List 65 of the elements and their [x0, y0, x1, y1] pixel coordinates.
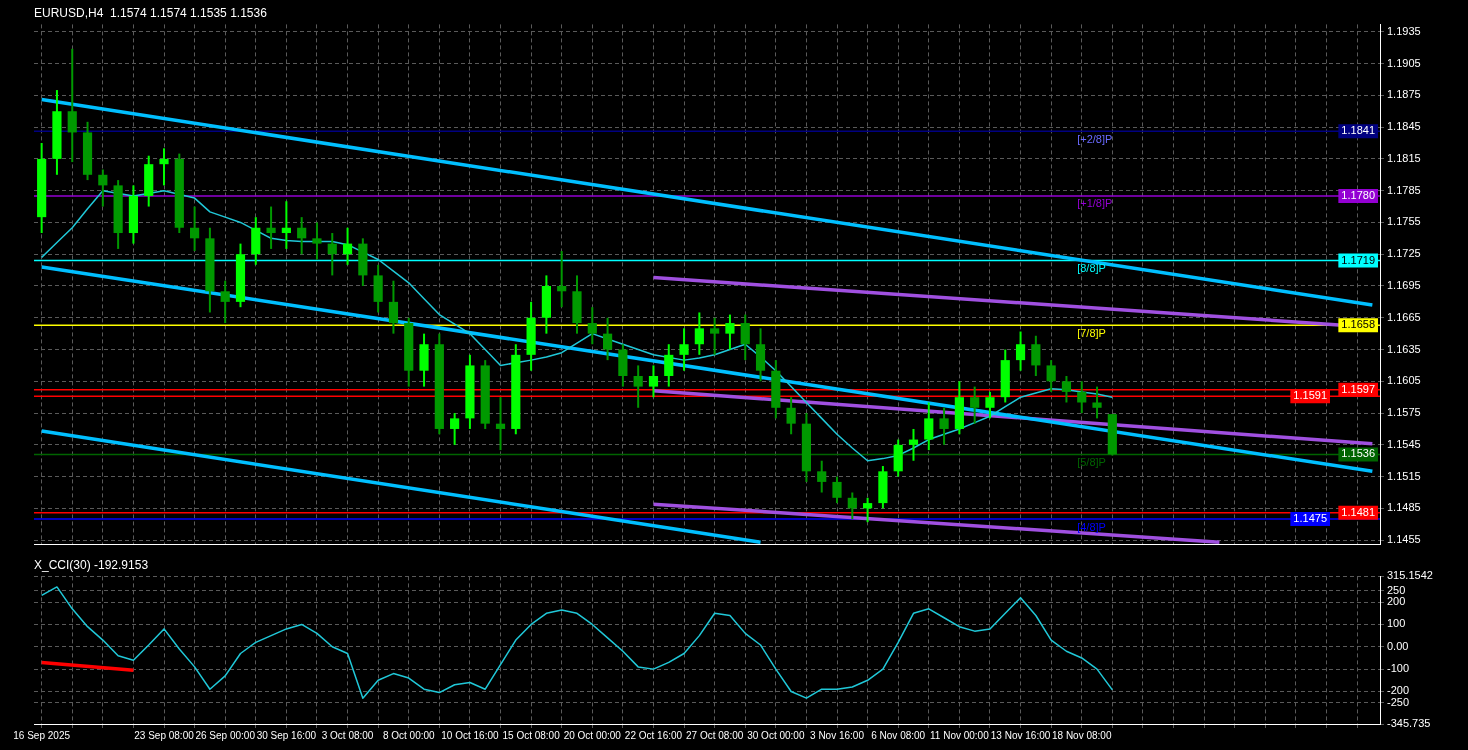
ref-line-label: 1.1591	[1293, 389, 1328, 402]
y-tick-label: 1.1905	[1387, 56, 1421, 69]
y-tick-label: 1.1575	[1387, 406, 1421, 419]
ref-line-label: 1.1780	[1341, 189, 1376, 201]
y-tick-label: -200	[1387, 684, 1410, 697]
chart-title: EURUSD,H4 1.1574 1.1574 1.1535 1.1536	[34, 5, 268, 20]
x-tick-label: 27 Oct 08:00	[686, 729, 744, 741]
ref-line-label: 1.1536	[1341, 447, 1376, 460]
x-tick-label: 3 Nov 16:00	[810, 729, 865, 741]
y-tick-label: 1.1845	[1387, 120, 1421, 133]
annotation: [7/8]P	[1077, 326, 1106, 339]
y-tick-label: 100	[1387, 617, 1406, 630]
ref-line-label: 1.1481	[1341, 505, 1376, 518]
candlestick	[1092, 385, 1102, 420]
x-tick-label: 13 Nov 16:00	[990, 729, 1051, 741]
y-tick-label: 1.1545	[1387, 437, 1421, 450]
x-tick-label: 11 Nov 00:00	[930, 729, 990, 741]
candlestick	[679, 327, 689, 372]
annotation: [8/8]P	[1077, 262, 1106, 275]
x-tick-label: 23 Sep 08:00	[134, 729, 195, 741]
y-tick-label: 1.1815	[1387, 151, 1421, 164]
y-tick-label: 1.1785	[1387, 183, 1421, 196]
x-tick-label: 8 Oct 00:00	[382, 729, 436, 741]
annotation: [+1/8]P	[1077, 197, 1113, 210]
y-tick-label: 1.1755	[1387, 215, 1421, 228]
annotation: [4/8]P	[1077, 520, 1106, 533]
candlestick	[725, 313, 735, 351]
x-tick-label: 6 Nov 08:00	[871, 729, 926, 741]
annotation: [+2/8]P	[1077, 132, 1113, 145]
chart-title: X_CCI(30) -192.9153	[34, 557, 149, 572]
y-tick-label: 250	[1387, 583, 1406, 596]
candlestick	[985, 390, 995, 420]
y-tick-label: 1.1695	[1387, 279, 1421, 292]
x-tick-label: 20 Oct 00:00	[563, 729, 622, 741]
y-tick-label: 1.1935	[1387, 24, 1421, 37]
x-tick-label: 22 Oct 16:00	[624, 729, 683, 741]
annotation: [5/8]P	[1077, 455, 1106, 468]
ref-line-label: 1.1597	[1341, 382, 1376, 395]
candlestick	[312, 221, 322, 261]
x-tick-label: 16 Sep 2025	[13, 729, 71, 741]
y-tick-label: 1.1515	[1387, 469, 1421, 482]
x-tick-label: 30 Sep 16:00	[256, 729, 317, 741]
y-tick-label: 0.00	[1387, 639, 1409, 652]
y-tick-label: 1.1605	[1387, 374, 1421, 387]
y-tick-label: 1.1485	[1387, 501, 1421, 514]
y-tick-label: 315.1542	[1387, 569, 1433, 582]
y-tick-label: 1.1455	[1387, 533, 1421, 546]
x-tick-label: 10 Oct 16:00	[441, 729, 499, 741]
y-tick-label: -250	[1387, 695, 1410, 708]
y-tick-label: 1.1635	[1387, 342, 1421, 355]
x-tick-label: 30 Oct 00:00	[747, 729, 805, 741]
y-tick-label: -100	[1387, 662, 1410, 675]
ref-line-label: 1.1841	[1341, 124, 1376, 137]
ref-line-label: 1.1719	[1341, 253, 1376, 266]
y-tick-label: 200	[1387, 595, 1406, 608]
ref-line-label: 1.1475	[1293, 512, 1328, 525]
x-tick-label: 26 Sep 00:00	[195, 729, 256, 741]
y-tick-label: 1.1665	[1387, 310, 1421, 323]
y-tick-label: 1.1875	[1387, 88, 1421, 101]
x-tick-label: 3 Oct 08:00	[321, 729, 374, 741]
y-tick-label: -345.735	[1387, 717, 1431, 730]
x-tick-label: 15 Oct 08:00	[502, 729, 561, 741]
candlestick	[939, 406, 949, 446]
y-tick-label: 1.1725	[1387, 247, 1421, 260]
x-tick-label: 18 Nov 08:00	[1051, 729, 1112, 741]
